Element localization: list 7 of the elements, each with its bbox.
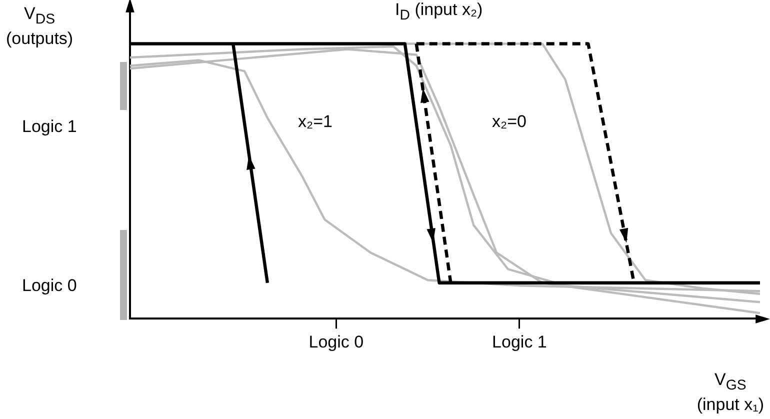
annotation: x₂=0 [492, 112, 526, 132]
text: Logic 1 [22, 117, 77, 137]
y-axis-title: V$_{DS}$ (outputs) [6, 4, 74, 50]
text: Logic 0 [22, 276, 77, 296]
annotation: x₂=1 [298, 112, 332, 132]
text: I$_{D}$ (input x₂) [395, 0, 483, 26]
x-axis-title: V$_{GS}$ (input x₁) [696, 370, 764, 416]
